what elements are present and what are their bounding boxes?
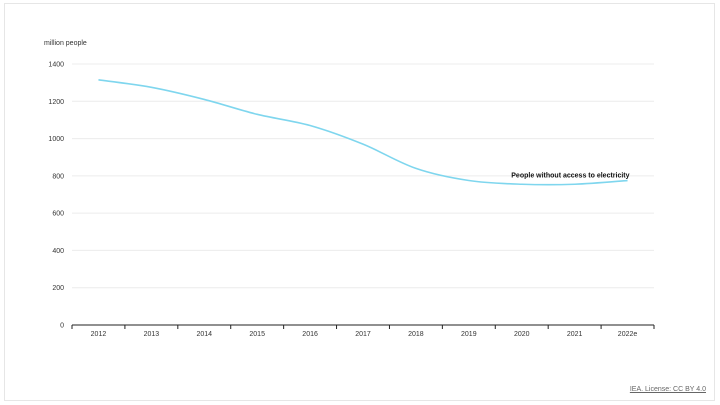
x-tick-label: 2019 xyxy=(461,331,477,338)
data-point[interactable] xyxy=(305,121,315,131)
x-tick-label: 2020 xyxy=(514,331,530,338)
y-tick-label: 400 xyxy=(52,248,64,255)
y-tick-label: 200 xyxy=(52,285,64,292)
data-point[interactable] xyxy=(146,82,156,92)
x-tick-label: 2021 xyxy=(567,331,583,338)
y-tick-label: 800 xyxy=(52,173,64,180)
x-tick-label: 2012 xyxy=(91,331,107,338)
data-point[interactable] xyxy=(570,179,580,189)
data-point[interactable] xyxy=(199,94,209,104)
data-point[interactable] xyxy=(252,109,262,119)
x-tick-label: 2014 xyxy=(196,331,212,338)
chart-frame xyxy=(4,3,715,401)
y-tick-label: 1000 xyxy=(48,136,64,143)
series-group: People without access to electricity xyxy=(93,75,630,189)
gridlines xyxy=(72,63,654,289)
y-axis-unit-label: million people xyxy=(44,40,87,47)
x-axis: 2012 2013 2014 2015 2016 2017 2018 2019 2020 2021… xyxy=(71,324,655,338)
data-point[interactable] xyxy=(411,163,421,173)
x-tick-label: 2013 xyxy=(144,331,160,338)
y-tick-label: 1400 xyxy=(48,62,64,69)
x-tick-label: 2017 xyxy=(355,331,371,338)
y-axis-ticks: 0 200 400 600 800 1000 1200 1400 xyxy=(48,62,64,330)
data-point[interactable] xyxy=(358,139,368,149)
x-tick-label: 2016 xyxy=(302,331,318,338)
x-tick-label: 2018 xyxy=(408,331,424,338)
x-tick-label: 2022e xyxy=(618,331,638,338)
y-tick-label: 600 xyxy=(52,211,64,218)
series-label: People without access to electricity xyxy=(511,173,629,180)
data-point[interactable] xyxy=(93,75,103,85)
x-tick-label: 2015 xyxy=(249,331,265,338)
y-tick-label: 1200 xyxy=(48,99,64,106)
data-point[interactable] xyxy=(517,179,527,189)
source-license-link[interactable]: IEA. License: CC BY 4.0 xyxy=(629,386,706,393)
data-point[interactable] xyxy=(464,176,474,186)
y-tick-label: 0 xyxy=(60,323,64,330)
series-line xyxy=(98,79,628,186)
